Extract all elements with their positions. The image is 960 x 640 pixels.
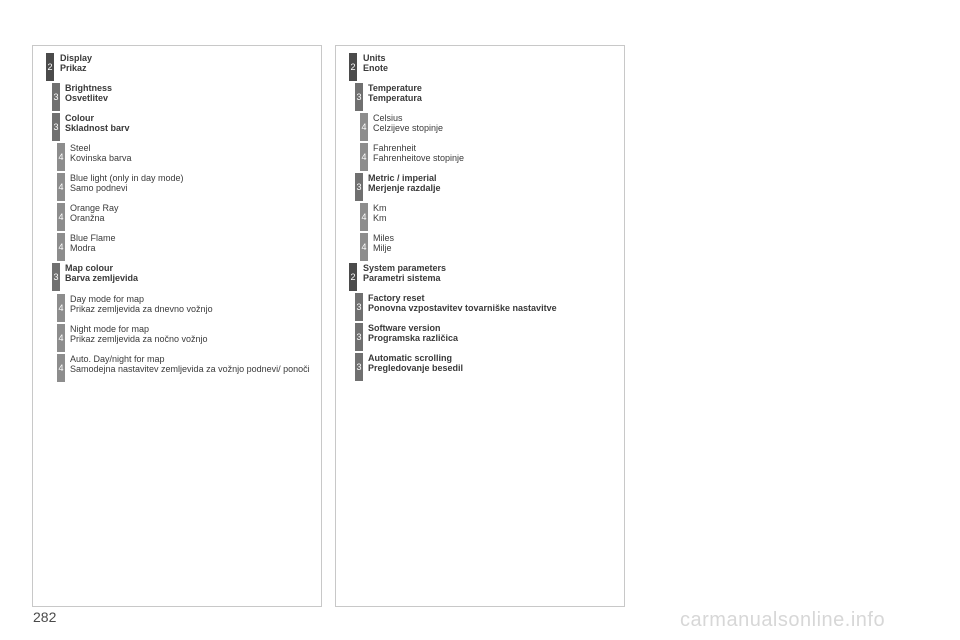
entry-label: Units (363, 53, 386, 63)
entry-translation: Prikaz zemljevida za dnevno vožnjo (70, 304, 213, 314)
entry-label: Factory reset (368, 293, 425, 303)
level-badge: 3 (355, 83, 363, 111)
entry-translation: Fahrenheitove stopinje (373, 153, 465, 163)
entry-label: Miles (373, 233, 395, 243)
entry-translation: Samo podnevi (70, 183, 128, 193)
entry-translation: Km (373, 213, 387, 223)
entry-label: Display (60, 53, 93, 63)
level-badge: 3 (52, 113, 60, 141)
level-badge: 4 (57, 173, 65, 201)
level-badge: 3 (355, 173, 363, 201)
entry-label: Metric / imperial (368, 173, 437, 183)
level-badge: 3 (52, 83, 60, 111)
entry-translation: Temperatura (368, 93, 422, 103)
entry-translation: Programska različica (368, 333, 459, 343)
entry-label: Temperature (368, 83, 422, 93)
level-badge: 4 (57, 233, 65, 261)
level-badge: 4 (57, 143, 65, 171)
entry-label: Automatic scrolling (368, 353, 453, 363)
entry-translation: Modra (70, 243, 96, 253)
level-badge: 2 (349, 263, 357, 291)
level-badge: 3 (52, 263, 60, 291)
level-badge: 4 (360, 113, 368, 141)
entry-label: Orange Ray (70, 203, 119, 213)
level-badge: 3 (355, 353, 363, 381)
entry-label: Night mode for map (70, 324, 150, 334)
level-badge: 4 (57, 203, 65, 231)
level-badge: 4 (57, 294, 65, 322)
entry-label: System parameters (363, 263, 447, 273)
entry-translation: Osvetlitev (65, 93, 109, 103)
entry-label: Celsius (373, 113, 403, 123)
level-badge: 4 (360, 203, 368, 231)
entry-label: Blue light (only in day mode) (70, 173, 184, 183)
entry-label: Steel (70, 143, 91, 153)
entry-translation: Prikaz zemljevida za nočno vožnjo (70, 334, 208, 344)
page-number: 282 (33, 609, 57, 625)
level-badge: 4 (57, 324, 65, 352)
entry-label: Colour (65, 113, 94, 123)
entry-translation: Enote (363, 63, 389, 73)
level-badge: 4 (57, 354, 65, 382)
entry-translation: Pregledovanje besedil (368, 363, 464, 373)
level-badge: 3 (355, 293, 363, 321)
entry-label: Blue Flame (70, 233, 116, 243)
entry-translation: Celzijeve stopinje (373, 123, 444, 133)
entry-translation: Prikaz (60, 63, 87, 73)
level-badge: 2 (46, 53, 54, 81)
entry-translation: Barva zemljevida (65, 273, 139, 283)
entry-translation: Samodejna nastavitev zemljevida za vožnj… (70, 364, 310, 374)
left-menu-panel: 2 Display Prikaz 3 Brightness Osvetlitev 3… (32, 45, 322, 607)
entry-label: Fahrenheit (373, 143, 417, 153)
entry-translation: Oranžna (70, 213, 105, 223)
right-menu-panel: 2 Units Enote 3 Temperature Temperatura 4 … (335, 45, 625, 607)
watermark: carmanualsonline.info (680, 609, 886, 631)
entry-label: Map colour (65, 263, 114, 273)
entry-label: Software version (368, 323, 441, 333)
entry-translation: Skladnost barv (65, 123, 130, 133)
entry-label: Auto. Day/night for map (70, 354, 165, 364)
entry-translation: Merjenje razdalje (368, 183, 441, 193)
level-badge: 4 (360, 143, 368, 171)
entry-translation: Milje (373, 243, 392, 253)
level-badge: 2 (349, 53, 357, 81)
entry-translation: Parametri sistema (363, 273, 441, 283)
entry-translation: Kovinska barva (70, 153, 132, 163)
level-badge: 4 (360, 233, 368, 261)
entry-translation: Ponovna vzpostavitev tovarniške nastavit… (368, 303, 557, 313)
entry-label: Brightness (65, 83, 113, 93)
entry-label: Km (373, 203, 387, 213)
entry-label: Day mode for map (70, 294, 145, 304)
level-badge: 3 (355, 323, 363, 351)
